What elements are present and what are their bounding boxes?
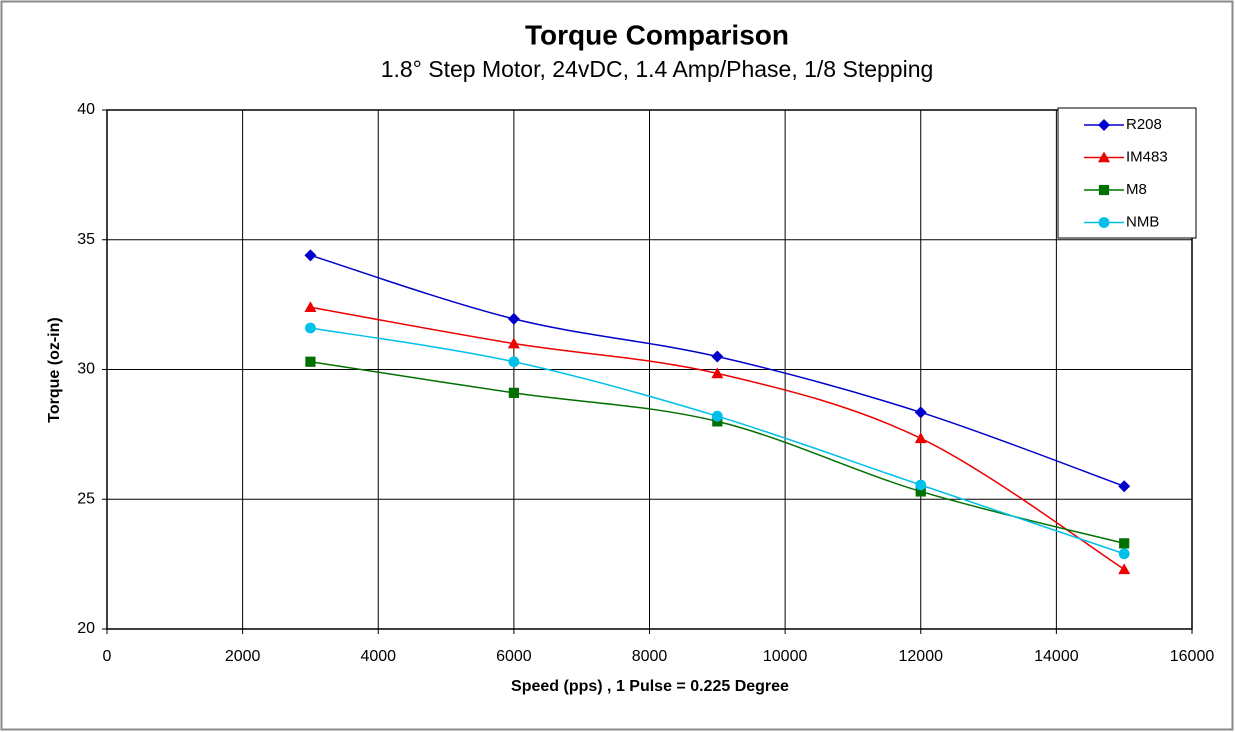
marker	[914, 406, 927, 419]
marker	[1098, 151, 1110, 163]
marker	[1098, 217, 1110, 228]
marker	[1118, 563, 1131, 575]
marker	[508, 387, 519, 398]
marker	[915, 479, 927, 491]
x-axis-label: Speed (pps) , 1 Pulse = 0.225 Degree	[511, 678, 789, 695]
y-tick-label: 40	[77, 101, 95, 118]
marker	[1118, 548, 1130, 560]
marker	[305, 322, 316, 334]
x-tick-label: 2000	[225, 648, 261, 665]
marker	[305, 356, 316, 367]
marker	[711, 367, 724, 379]
marker	[914, 432, 927, 444]
y-tick-label: 25	[77, 490, 95, 507]
x-tick-label: 14000	[1034, 648, 1079, 665]
chart-title: Torque Comparison	[525, 19, 789, 50]
plot-border	[106, 109, 1193, 630]
marker	[304, 249, 317, 262]
legend-label: M8	[1126, 181, 1147, 198]
marker	[711, 350, 724, 363]
marker	[711, 410, 723, 422]
y-tick-label: 30	[77, 361, 95, 378]
y-tick-label: 35	[77, 231, 95, 248]
marker	[915, 486, 926, 497]
marker	[508, 356, 520, 368]
chart-subtitle: 1.8° Step Motor, 24vDC, 1.4 Amp/Phase, 1…	[381, 56, 934, 82]
marker	[507, 337, 520, 349]
x-tick-label: 4000	[360, 648, 396, 665]
marker	[1119, 538, 1130, 549]
marker	[304, 301, 317, 313]
marker	[1098, 184, 1110, 196]
legend-label: IM483	[1126, 148, 1168, 165]
legend-label: NMB	[1126, 213, 1159, 230]
marker	[507, 312, 520, 325]
marker	[1118, 480, 1131, 493]
x-tick-label: 16000	[1170, 648, 1215, 665]
x-tick-label: 6000	[496, 648, 532, 665]
legend-box	[1057, 107, 1197, 239]
x-tick-label: 8000	[632, 648, 668, 665]
y-tick-label: 20	[77, 620, 95, 637]
legend-label: R208	[1126, 116, 1162, 133]
marker	[1098, 119, 1110, 131]
x-tick-label: 12000	[899, 648, 944, 665]
x-tick-label: 0	[103, 648, 112, 665]
y-axis-label: Torque (oz-in)	[46, 317, 63, 422]
x-tick-label: 10000	[763, 648, 808, 665]
